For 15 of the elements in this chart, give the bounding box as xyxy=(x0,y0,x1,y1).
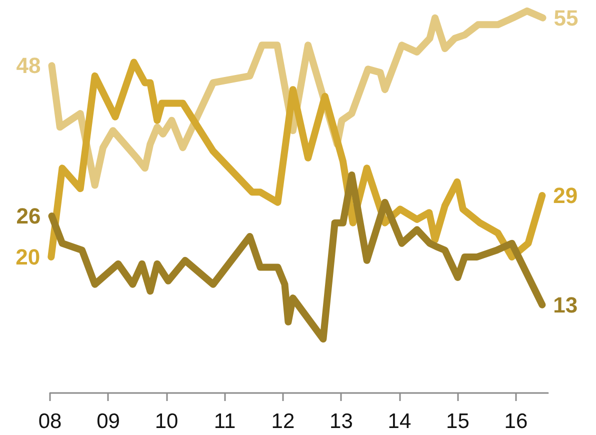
x-tick-label: 15 xyxy=(446,410,470,433)
data-label: 13 xyxy=(553,292,578,318)
x-tick-label: 11 xyxy=(214,410,236,433)
x-tick-label: 13 xyxy=(330,410,353,433)
data-label: 26 xyxy=(16,204,41,228)
x-tick-label: 14 xyxy=(388,410,412,433)
data-label: 48 xyxy=(16,53,41,78)
data-label: 55 xyxy=(554,5,578,30)
data-label: 20 xyxy=(16,244,40,270)
x-tick-label: 08 xyxy=(38,410,62,433)
data-label: 29 xyxy=(553,183,578,208)
x-tick-label: 10 xyxy=(154,410,178,433)
x-tick-label: 09 xyxy=(96,410,120,433)
x-tick-label: 16 xyxy=(504,410,528,433)
x-tick-label: 12 xyxy=(271,410,295,433)
